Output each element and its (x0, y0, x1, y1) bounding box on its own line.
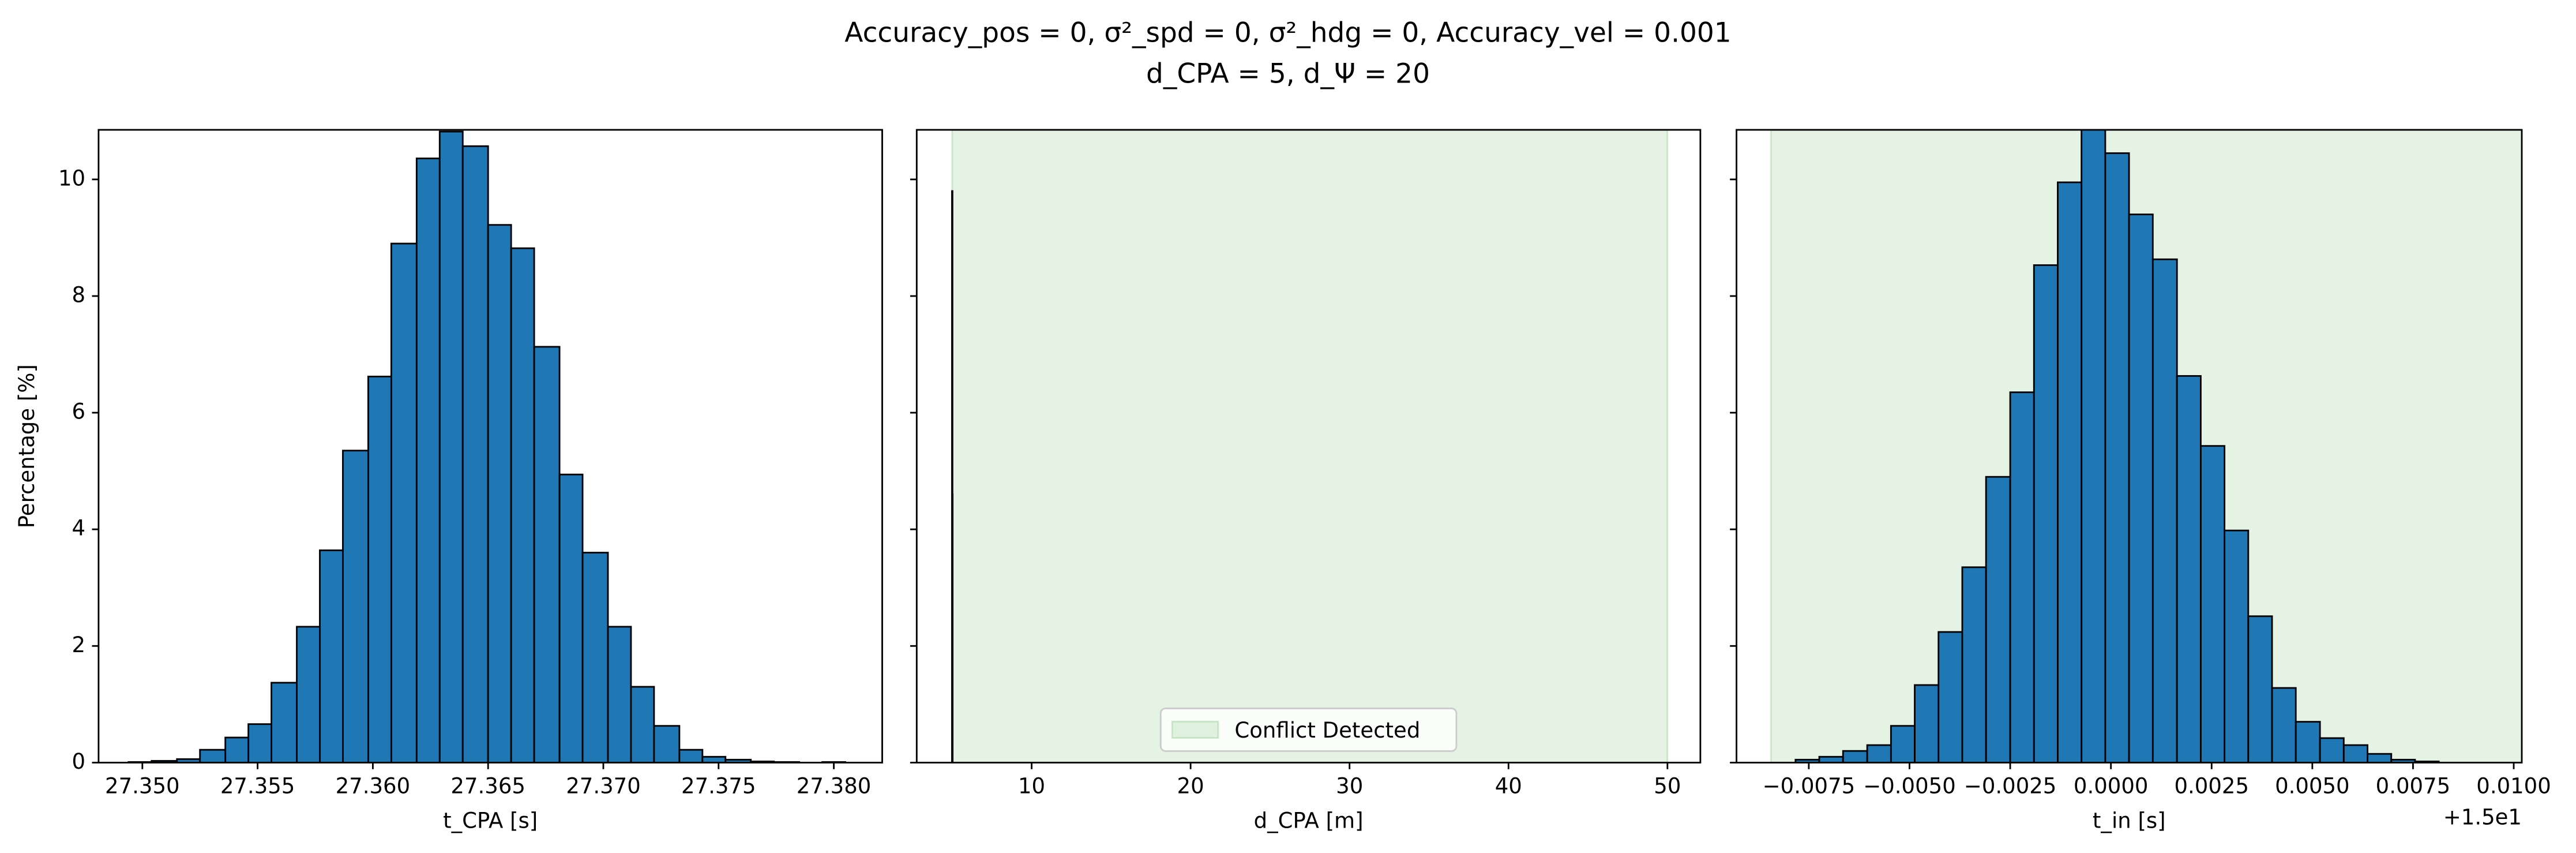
histogram-bar (247, 723, 273, 763)
histogram-bar (2199, 445, 2226, 763)
histogram-bar (2151, 258, 2178, 763)
shaded-span (951, 129, 1669, 763)
histogram-bar (271, 682, 298, 763)
x-tick-label: 30 (1336, 774, 1363, 799)
histogram-bar (199, 749, 227, 763)
legend-box (1159, 707, 1458, 752)
title-line: d_CPA = 5, d_Ψ = 20 (1146, 58, 1430, 90)
x-tick-label: 0.0075 (2376, 774, 2451, 799)
histogram-bar (630, 686, 655, 763)
histogram-bar (2176, 375, 2202, 763)
histogram-bar (607, 626, 632, 763)
y-tick-label: 6 (72, 399, 86, 424)
legend-swatch (1171, 720, 1219, 739)
histogram-bar (1866, 744, 1892, 763)
x-tick-label: 0.0025 (2174, 774, 2249, 799)
histogram-bar (1914, 684, 1940, 763)
histogram-bar (701, 755, 727, 763)
x-tick-label: 0.0050 (2275, 774, 2350, 799)
x-tick-label: 27.355 (220, 774, 295, 799)
y-tick-label: 8 (72, 282, 86, 307)
histogram-bar (2319, 737, 2345, 763)
y-tick-label: 2 (72, 633, 86, 657)
histogram-bar (367, 375, 392, 763)
x-tick-label: 27.370 (566, 774, 641, 799)
histogram-bar (2009, 391, 2035, 763)
x-tick-label: 27.350 (105, 774, 180, 799)
histogram-bar (296, 626, 321, 763)
title-line: Accuracy_pos = 0, σ²_spd = 0, σ²_hdg = 0… (844, 17, 1731, 48)
y-axis-label: Percentage [%] (14, 364, 39, 528)
axes-frame (1736, 129, 2523, 764)
x-tick-label: 27.375 (681, 774, 756, 799)
histogram-bar (678, 749, 704, 763)
histogram-bar (1985, 476, 2011, 763)
x-tick-label: 0.0000 (2074, 774, 2149, 799)
plot-area (951, 129, 1669, 763)
histogram-bar (2128, 214, 2154, 763)
x-tick-label: 10 (1018, 774, 1045, 799)
histogram-bar (1818, 755, 1844, 763)
axes-frame (97, 129, 883, 764)
y-tick-label: 0 (72, 749, 86, 774)
x-tick-label: 40 (1495, 774, 1522, 799)
histogram-bar (224, 736, 250, 763)
histogram-bar (2033, 264, 2059, 763)
plot-area (127, 130, 846, 763)
histogram-bar (390, 242, 418, 763)
histogram-bar (2367, 753, 2393, 763)
histogram-bar (510, 247, 535, 763)
histogram-bar (2247, 615, 2273, 763)
histogram-bar (951, 493, 954, 763)
x-tick-label: 27.365 (450, 774, 525, 799)
x-tick-label: 20 (1177, 774, 1204, 799)
plot-area (1770, 129, 2522, 763)
histogram-bar (461, 145, 489, 763)
x-tick-label: −0.0025 (1964, 774, 2057, 799)
histogram-bar (1890, 725, 1916, 763)
histogram-bar (533, 346, 561, 763)
x-tick-label: 50 (1654, 774, 1681, 799)
x-axis-label: t_CPA [s] (443, 808, 538, 833)
histogram-bar (487, 224, 512, 763)
histogram-bar (2271, 687, 2297, 763)
histogram-bar (581, 552, 609, 763)
x-axis-label: d_CPA [m] (1254, 808, 1364, 833)
histogram-bar (2057, 181, 2083, 763)
histogram-bar (415, 158, 441, 763)
histogram-bar (2081, 129, 2106, 763)
y-tick-label: 10 (58, 166, 85, 190)
x-tick-label: 27.380 (797, 774, 872, 799)
histogram-bar (1937, 631, 1963, 763)
histogram-bar (319, 549, 344, 763)
x-axis-label: t_in [s] (2093, 808, 2166, 833)
x-tick-label: 0.0100 (2476, 774, 2551, 799)
histogram-bar (558, 473, 584, 763)
histogram-bar (342, 450, 369, 763)
y-tick-label: 4 (72, 516, 86, 541)
histogram-bar (1842, 750, 1868, 763)
axes-frame (915, 129, 1702, 764)
x-tick-label: −0.0050 (1863, 774, 1956, 799)
histogram-bar (653, 725, 681, 763)
histogram-bar (2104, 152, 2130, 763)
x-tick-label: −0.0075 (1763, 774, 1856, 799)
histogram-bar (2224, 529, 2250, 763)
histogram-bar (2342, 744, 2368, 763)
x-tick-label: 27.360 (336, 774, 411, 799)
histogram-bar (1961, 566, 1987, 763)
histogram-bar (438, 130, 464, 763)
histogram-bar (2295, 721, 2321, 763)
legend-label: Conflict Detected (1234, 718, 1420, 743)
legend: Conflict Detected (1159, 707, 1458, 752)
x-offset-label: +1.5e1 (2443, 805, 2522, 830)
